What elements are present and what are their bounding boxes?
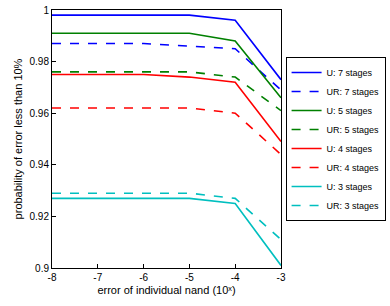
svg-text:U: 7 stages: U: 7 stages (327, 68, 373, 78)
svg-text:0.92: 0.92 (30, 211, 50, 222)
svg-text:-7: -7 (93, 272, 102, 283)
svg-text:U: 5 stages: U: 5 stages (327, 106, 373, 116)
svg-text:-5: -5 (185, 272, 194, 283)
svg-text:-8: -8 (48, 272, 57, 283)
svg-text:0.98: 0.98 (30, 56, 50, 67)
svg-text:0.96: 0.96 (30, 108, 50, 119)
svg-text:U: 3 stages: U: 3 stages (327, 182, 373, 192)
svg-text:-3: -3 (277, 272, 286, 283)
svg-text:-6: -6 (139, 272, 148, 283)
svg-text:UR: 5 stages: UR: 5 stages (327, 125, 380, 135)
svg-text:error of individual nand (10ˣ): error of individual nand (10ˣ) (97, 284, 235, 296)
svg-text:U: 4 stages: U: 4 stages (327, 144, 373, 154)
svg-text:0.9: 0.9 (35, 263, 49, 274)
svg-text:0.94: 0.94 (30, 159, 50, 170)
svg-text:-4: -4 (231, 272, 240, 283)
svg-text:UR: 3 stages: UR: 3 stages (327, 201, 380, 211)
svg-text:1: 1 (43, 5, 49, 16)
svg-text:UR: 7 stages: UR: 7 stages (327, 87, 380, 97)
svg-text:UR: 4 stages: UR: 4 stages (327, 163, 380, 173)
svg-text:probability of error less than: probability of error less than 10% (12, 58, 24, 219)
